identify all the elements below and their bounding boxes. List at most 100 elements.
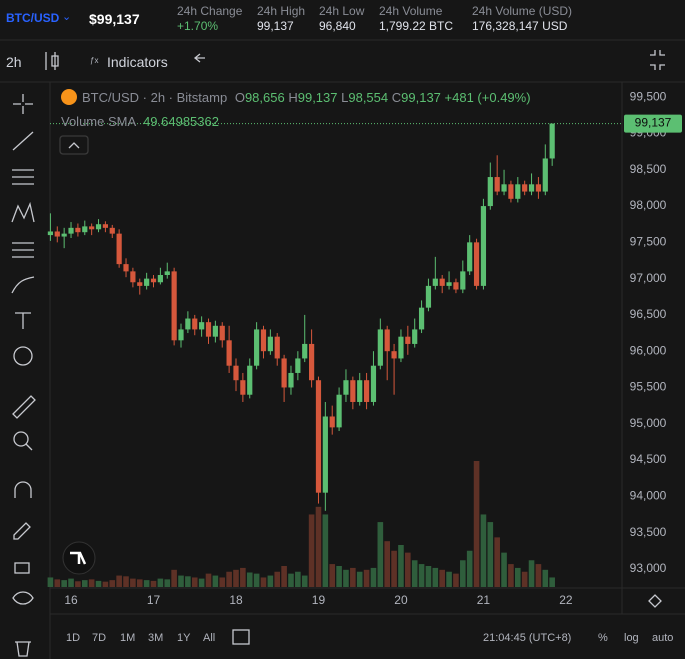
candle-body [398, 336, 404, 359]
candle-body [295, 358, 301, 373]
candle-body [549, 123, 555, 159]
volume-bar [336, 566, 342, 587]
emoji-icon[interactable] [13, 346, 33, 366]
lock-draw-icon[interactable] [13, 522, 31, 540]
fullscreen-icon[interactable] [650, 50, 665, 70]
volume-bar [528, 560, 535, 587]
volume-bar [288, 573, 294, 587]
lock-icon[interactable] [14, 562, 30, 574]
candle-body [47, 231, 54, 236]
symbol[interactable]: BTC/USD [6, 11, 60, 25]
volume-bar [136, 579, 143, 587]
y-tick-label: 98,500 [630, 162, 667, 176]
candle-body [137, 282, 143, 286]
candle-body [535, 184, 542, 192]
volume-bar [384, 541, 391, 587]
text-icon[interactable] [15, 312, 31, 329]
zoom-icon[interactable] [13, 431, 29, 447]
candle-body [144, 278, 150, 286]
candle-body [254, 329, 260, 366]
candle-type-icon[interactable] [45, 52, 59, 70]
stat: 24h Low 96,840 [319, 4, 364, 33]
magnet-icon[interactable] [14, 481, 32, 498]
range-button[interactable]: 1M [120, 632, 136, 644]
indicators-button[interactable]: Indicators [107, 54, 168, 70]
stat-label: 24h Low [319, 4, 365, 18]
volume-bar [219, 577, 226, 587]
interval-button[interactable]: 2h [6, 54, 22, 70]
percent-toggle[interactable]: % [598, 632, 608, 644]
range-button[interactable]: All [203, 632, 216, 644]
candle-body [130, 271, 136, 283]
volume-bar [68, 578, 74, 587]
volume-bar [501, 552, 507, 587]
x-tick-label: 19 [312, 593, 326, 607]
trendline-icon[interactable] [12, 131, 34, 151]
last-price-label: 99,137 [635, 116, 672, 130]
fib-icon[interactable] [12, 169, 34, 185]
crosshair-icon[interactable] [13, 94, 33, 114]
y-tick-label: 96,500 [630, 307, 667, 321]
range-button[interactable]: 1D [66, 632, 81, 644]
fx-icon[interactable]: ƒx [90, 56, 98, 65]
pattern-icon[interactable] [11, 201, 35, 223]
brush-icon[interactable] [11, 276, 35, 294]
ohlc-key: C [391, 90, 402, 105]
candle-body [425, 285, 432, 308]
y-tick-label: 98,000 [630, 198, 667, 212]
candle-body [473, 242, 480, 286]
settings-icon[interactable] [648, 594, 662, 608]
log-toggle[interactable]: log [624, 632, 639, 644]
ruler-icon[interactable] [12, 395, 36, 419]
undo-icon[interactable] [193, 53, 205, 63]
ohlc-value: 98,656 [244, 90, 285, 105]
drawing-tools[interactable] [11, 50, 665, 657]
range-button[interactable]: 1Y [177, 632, 191, 644]
volume-bar [432, 567, 439, 587]
stat: 24h Volume (USD) 176,328,147 USD [472, 4, 572, 33]
volume-bar [178, 575, 184, 587]
y-tick-label: 99,500 [630, 89, 667, 103]
volume-bar [521, 571, 528, 587]
volume-bar [88, 579, 95, 587]
candle-body [274, 336, 280, 359]
volume-bar [460, 560, 466, 587]
eye-icon[interactable] [12, 591, 34, 605]
candle-body [260, 329, 267, 352]
volume-bar [130, 578, 136, 587]
range-button[interactable]: 3M [148, 632, 164, 644]
volume-bar [343, 569, 349, 587]
volume-bar [260, 577, 267, 587]
candle-body [439, 278, 445, 286]
date-range-icon[interactable] [232, 629, 250, 645]
x-tick-label: 17 [147, 593, 161, 607]
candle-body [377, 329, 383, 366]
stat-label: 24h High [257, 4, 306, 18]
volume-bar [350, 567, 356, 587]
volume-bar [164, 579, 171, 587]
range-button[interactable]: 7D [92, 632, 107, 644]
candle-body [54, 231, 60, 237]
auto-toggle[interactable]: auto [652, 632, 674, 644]
x-tick-label: 20 [394, 593, 408, 607]
trash-icon[interactable] [15, 641, 31, 657]
forecast-icon[interactable] [12, 242, 34, 258]
y-tick-label: 96,000 [630, 343, 667, 357]
legend-title: BTC/USD · 2h · Bitstamp [82, 90, 228, 105]
legend: BTC/USD · 2h · Bitstamp O98,656 H99,137 … [82, 90, 531, 105]
y-tick-label: 95,000 [630, 416, 667, 430]
volume-bar [205, 573, 212, 587]
symbol-dropdown[interactable]: ⌄ [62, 11, 72, 23]
volume-bar [157, 578, 164, 587]
volume-bar [212, 575, 219, 587]
candle-body [247, 365, 253, 395]
candle-body [487, 177, 493, 207]
volume-bar [322, 514, 329, 587]
candle-body [89, 226, 95, 230]
volume-bar [446, 571, 452, 587]
volume-bar [246, 572, 253, 587]
volume-label: Volume SMA [61, 114, 136, 129]
collapse-button[interactable] [59, 135, 89, 155]
candle-body [281, 358, 287, 388]
candle-body [370, 365, 377, 402]
